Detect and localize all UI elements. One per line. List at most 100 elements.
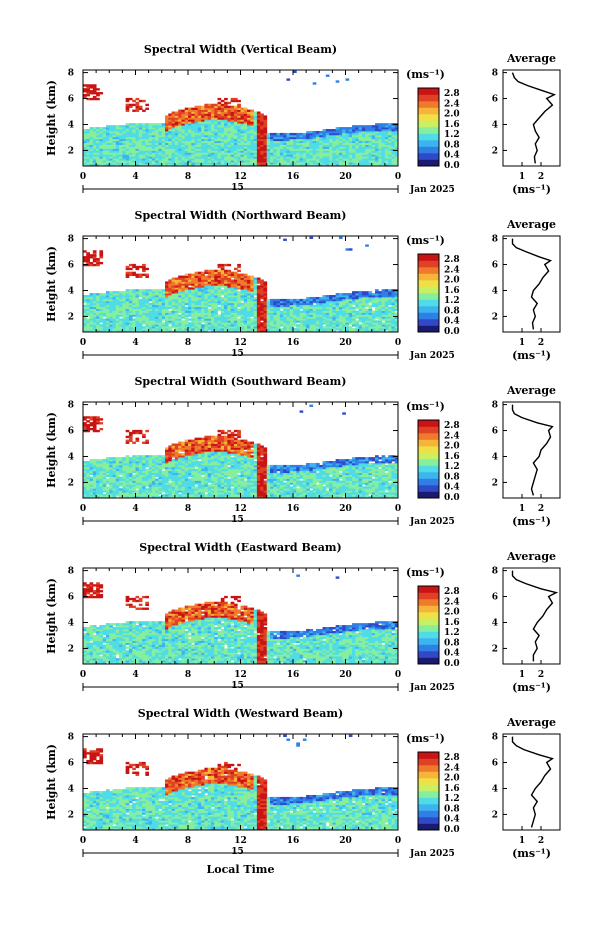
heatmap-cell — [204, 148, 209, 151]
heatmap-cell — [171, 115, 176, 118]
heatmap-cell — [227, 150, 232, 153]
heatmap-cell — [250, 115, 255, 118]
heatmap-cell — [256, 162, 261, 165]
heatmap-cell — [86, 129, 90, 132]
heatmap-cell — [207, 156, 212, 159]
heatmap-cell — [138, 130, 143, 134]
heatmap-cell — [135, 101, 140, 105]
heatmap-cell — [105, 140, 110, 144]
heatmap-cell — [227, 162, 232, 165]
heatmap-cell — [263, 121, 268, 124]
heatmap-cell — [138, 160, 143, 163]
heatmap-cell — [197, 144, 202, 147]
heatmap-cell — [142, 129, 146, 132]
heatmap-cell — [92, 95, 97, 99]
heatmap-cell — [243, 160, 248, 163]
heatmap-cell — [142, 142, 146, 145]
heatmap-cell — [188, 322, 192, 325]
heatmap-cell — [188, 287, 192, 290]
heatmap-cell — [210, 160, 215, 163]
heatmap-cell — [168, 160, 172, 163]
heatmap-cell — [99, 164, 104, 167]
heatmap-cell — [240, 142, 245, 145]
heatmap-cell — [214, 125, 218, 128]
heatmap-cell — [184, 117, 189, 120]
heatmap-cell — [161, 158, 166, 161]
heatmap-cell — [224, 123, 228, 126]
heatmap-cell — [105, 150, 110, 153]
heatmap-cell — [263, 162, 268, 165]
heatmap — [83, 236, 399, 333]
heatmap-cell — [125, 123, 130, 126]
heatmap-cell — [279, 328, 284, 331]
heatmap-cell — [256, 134, 261, 138]
heatmap-cell — [260, 279, 264, 282]
profile-x-tick-label: 2 — [538, 338, 544, 348]
heatmap-cell — [266, 138, 271, 142]
heatmap-cell — [138, 150, 143, 153]
heatmap-cell — [250, 150, 255, 153]
heatmap-cell — [119, 130, 123, 134]
heatmap-cell — [105, 129, 110, 132]
heatmap-cell — [178, 138, 182, 142]
heatmap-cell — [112, 127, 117, 130]
heatmap-cell — [148, 302, 153, 306]
heatmap-cell — [227, 263, 232, 267]
heatmap-cell — [230, 107, 235, 110]
heatmap-cell — [197, 121, 202, 124]
heatmap-cell — [270, 140, 274, 144]
heatmap-cell — [194, 123, 199, 126]
heatmap-cell — [220, 134, 225, 138]
heatmap-cell — [135, 142, 140, 145]
heatmap-cell — [263, 152, 268, 155]
heatmap-cell — [151, 148, 156, 151]
heatmap-cell — [161, 150, 166, 153]
heatmap-cell — [86, 162, 90, 165]
heatmap-cell — [204, 129, 209, 132]
heatmap-cell — [253, 134, 258, 138]
heatmap-cell — [135, 289, 140, 292]
panel-2: Spectral Width (Northward Beam)2468Heigh… — [45, 209, 561, 362]
heatmap-cell — [125, 265, 130, 269]
heatmap-cell — [210, 138, 215, 142]
heatmap-cell — [184, 146, 189, 149]
heatmap-cell — [201, 127, 205, 130]
heatmap-cell — [217, 134, 222, 138]
heatmap-cell — [220, 140, 225, 144]
heatmap-cell — [230, 271, 235, 275]
heatmap-cell — [119, 150, 123, 153]
heatmap-cell — [191, 144, 195, 147]
heatmap-cell — [194, 130, 199, 134]
heatmap-cell — [266, 140, 271, 144]
heatmap-cell — [188, 121, 192, 124]
heatmap-cell — [151, 130, 156, 134]
heatmap-cell — [220, 138, 225, 142]
heatmap-cell — [293, 298, 297, 302]
heatmap-cell — [220, 158, 225, 161]
heatmap-cell — [296, 298, 300, 302]
heatmap-cell — [243, 119, 248, 122]
heatmap-cell — [125, 150, 130, 153]
heatmap-cell — [168, 138, 172, 142]
heatmap-cell — [210, 154, 215, 157]
heatmap-cell — [207, 134, 212, 138]
colorbar-tick-label: 1.6 — [444, 286, 460, 296]
heatmap-cell — [145, 144, 150, 147]
heatmap-cell — [178, 123, 182, 126]
heatmap-cell — [109, 142, 113, 145]
heatmap-cell — [158, 142, 163, 145]
heatmap-cell — [119, 318, 123, 321]
heatmap-cell — [240, 156, 245, 159]
heatmap-cell — [83, 164, 87, 167]
heatmap-cell — [174, 140, 179, 144]
heatmap-cell — [188, 142, 192, 145]
profile-y-tick-label: 2 — [492, 146, 498, 156]
heatmap-cell — [237, 269, 241, 273]
heatmap-cell — [112, 152, 117, 155]
heatmap-cell — [201, 140, 205, 144]
heatmap-cell — [135, 164, 140, 167]
heatmap-cell — [89, 164, 94, 167]
heatmap-cell — [194, 148, 199, 151]
heatmap-cell — [256, 154, 261, 157]
heatmap-cell — [125, 103, 130, 107]
